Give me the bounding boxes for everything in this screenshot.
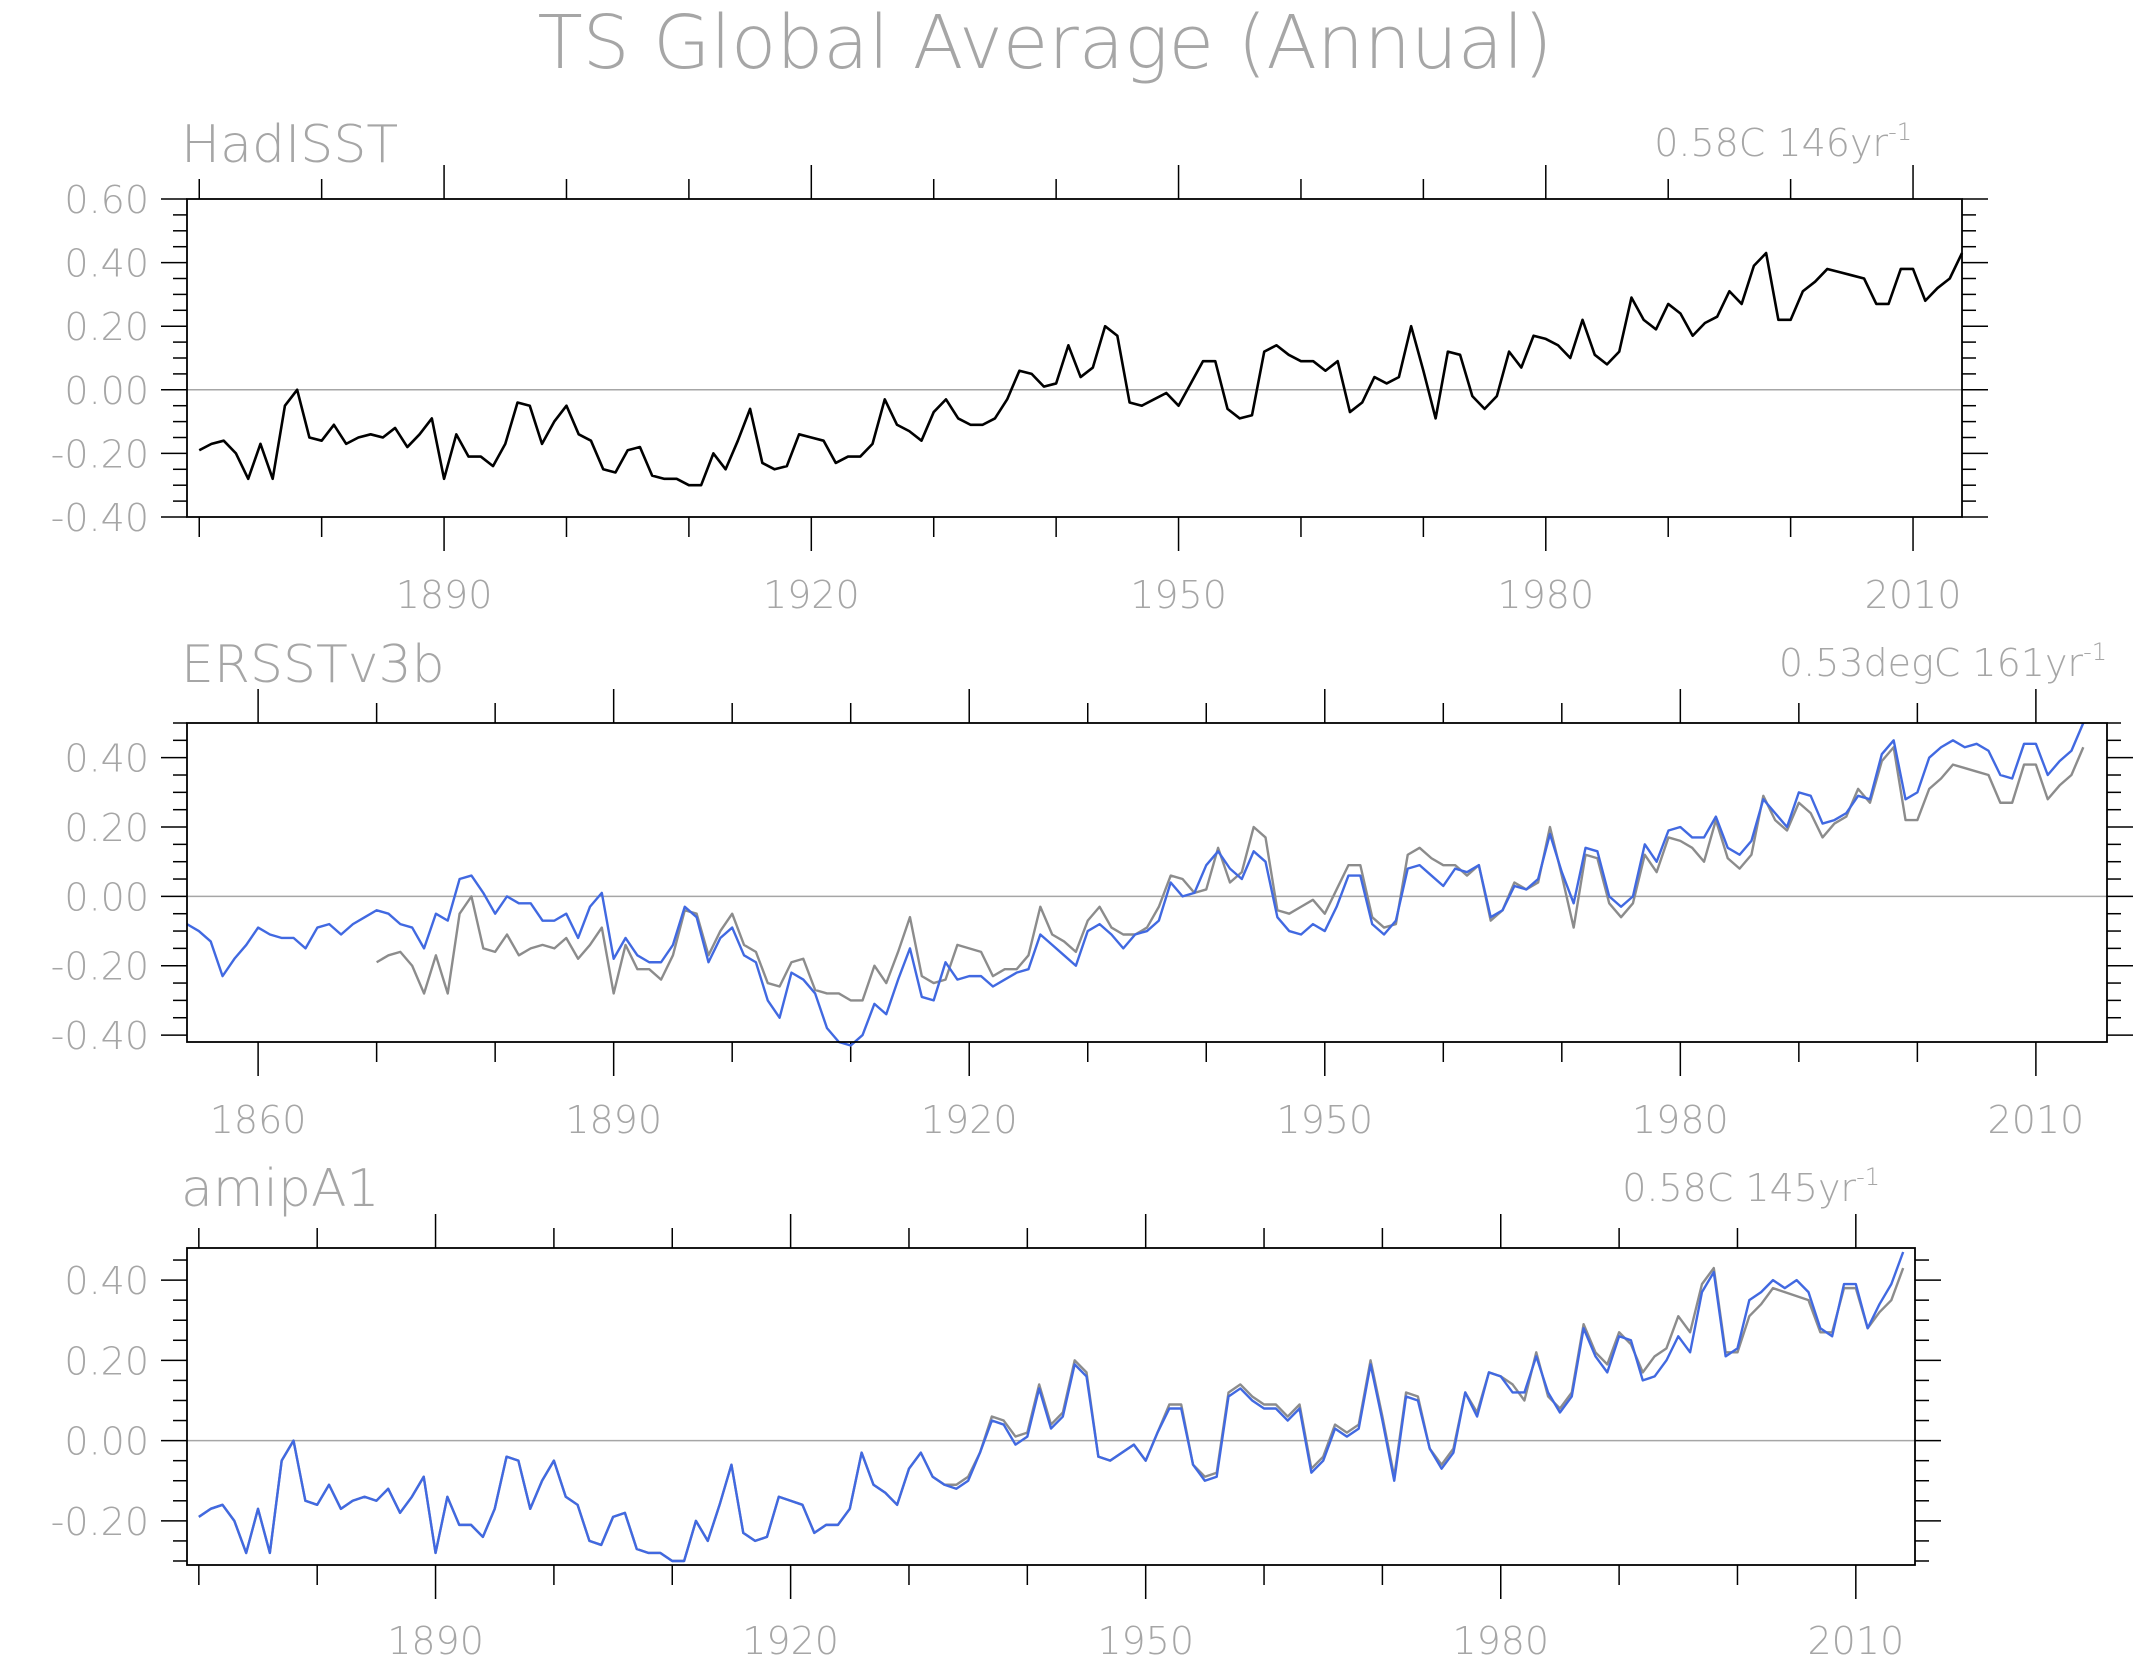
- series-line-reference: [376, 746, 2085, 1002]
- y-tick-label: 0.00: [64, 875, 149, 919]
- y-tick-label: 0.40: [64, 737, 149, 781]
- panel-title: amipA1: [181, 1159, 380, 1219]
- x-tick-label: 1980: [1452, 1619, 1549, 1661]
- y-tick-label: -0.40: [51, 1014, 149, 1058]
- trend-exponent: -1: [2083, 638, 2107, 666]
- plot-frame: [186, 198, 1963, 518]
- y-tick-label: -0.20: [51, 1500, 149, 1544]
- x-tick-label: 1920: [742, 1619, 839, 1661]
- x-tick-label: 1890: [396, 573, 493, 617]
- trend-text: 0.53degC 161yr: [1779, 641, 2084, 685]
- y-tick-label: 0.60: [64, 178, 149, 222]
- trend-exponent: -1: [1888, 118, 1912, 146]
- x-tick-label: 1920: [921, 1098, 1018, 1142]
- series-line-blue: [186, 722, 2085, 1047]
- y-tick-label: 0.40: [64, 242, 149, 286]
- trend-annotation: 0.58C 145yr-1: [1622, 1163, 1880, 1210]
- y-tick-label: 0.20: [64, 806, 149, 850]
- x-tick-label: 2010: [1865, 573, 1962, 617]
- x-tick-label: 1980: [1632, 1098, 1729, 1142]
- panel-ersstv3b: ERSSTv3b 0.53degC 161yr-1 -0.40 -0.20 0.00 0.…: [51, 635, 2133, 1142]
- y-tick-label: -0.20: [51, 945, 149, 989]
- x-tick-label: 1980: [1497, 573, 1594, 617]
- x-tick-label: 1950: [1276, 1098, 1373, 1142]
- x-tick-label: 1920: [763, 573, 860, 617]
- panel-title: HadISST: [181, 115, 398, 175]
- series-line-reference: [198, 1266, 1905, 1563]
- series-line-blue: [198, 1251, 1905, 1563]
- plot-frame: [186, 1247, 1916, 1566]
- y-tick-label: 0.20: [64, 1339, 149, 1383]
- y-tick-label: 0.00: [64, 1420, 149, 1464]
- x-tick-label: 1950: [1097, 1619, 1194, 1661]
- x-tick-label: 2010: [1807, 1619, 1904, 1661]
- x-tick-label: 1890: [387, 1619, 484, 1661]
- trend-annotation: 0.58C 146yr-1: [1654, 118, 1912, 165]
- x-tick-label: 1890: [565, 1098, 662, 1142]
- y-tick-label: -0.40: [51, 496, 149, 540]
- panel-amipa1: amipA1 0.58C 145yr-1 -0.20 0.00 0.20 0.40 1890…: [51, 1159, 1941, 1661]
- panel-hadisst: HadISST 0.58C 146yr-1 -0.40 -0.20 0.00 0.20 0.…: [51, 115, 1988, 617]
- trend-annotation: 0.53degC 161yr-1: [1779, 638, 2107, 685]
- x-tick-label: 1950: [1130, 573, 1227, 617]
- x-tick-label: 2010: [1988, 1098, 2085, 1142]
- figure-title: TS Global Average (Annual): [537, 0, 1552, 86]
- x-tick-label: 1860: [210, 1098, 307, 1142]
- chart-panels: HadISST 0.58C 146yr-1-0.40-0.200.000.200.…: [51, 115, 2133, 1661]
- trend-text: 0.58C 146yr: [1654, 121, 1888, 165]
- panel-title: ERSSTv3b: [181, 635, 445, 695]
- trend-text: 0.58C 145yr: [1622, 1166, 1856, 1210]
- y-tick-label: 0.20: [64, 305, 149, 349]
- plot-frame: [186, 722, 2108, 1043]
- y-tick-label: 0.40: [64, 1259, 149, 1303]
- series-line-primary: [198, 251, 1964, 487]
- y-tick-label: -0.20: [51, 432, 149, 476]
- trend-exponent: -1: [1856, 1163, 1880, 1191]
- y-tick-label: 0.00: [64, 369, 149, 413]
